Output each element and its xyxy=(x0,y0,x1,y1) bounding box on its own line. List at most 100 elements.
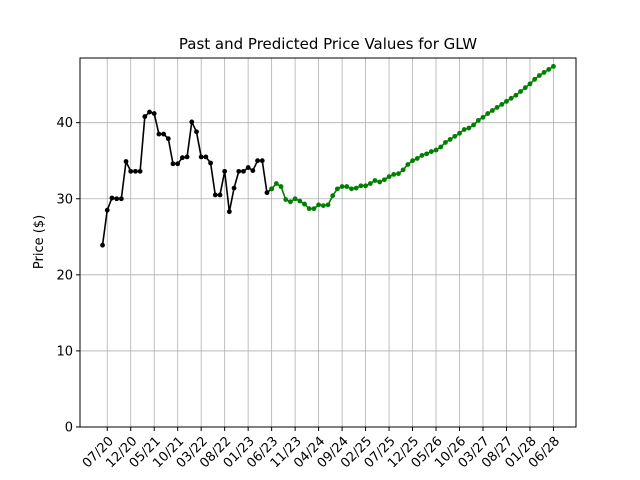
data-point xyxy=(273,181,279,186)
data-point xyxy=(165,136,171,142)
data-point xyxy=(461,127,467,132)
data-point xyxy=(513,92,519,98)
data-point xyxy=(377,179,383,185)
data-point xyxy=(424,151,430,157)
data-point xyxy=(518,89,523,94)
data-point xyxy=(208,160,213,166)
data-point xyxy=(433,147,439,153)
data-point xyxy=(452,133,458,139)
data-point xyxy=(142,114,148,119)
data-point xyxy=(104,207,110,213)
data-point xyxy=(447,137,453,142)
data-point xyxy=(184,154,190,160)
data-point xyxy=(306,206,312,212)
data-point xyxy=(311,206,317,212)
data-point xyxy=(123,159,129,164)
data-point xyxy=(194,129,199,135)
data-point xyxy=(358,183,364,189)
data-point xyxy=(443,140,448,145)
data-point xyxy=(466,125,472,131)
data-point xyxy=(118,196,124,202)
data-point xyxy=(391,172,397,177)
data-point xyxy=(504,98,509,104)
data-point xyxy=(522,85,528,91)
data-point xyxy=(527,81,533,87)
y-tick-label: 30 xyxy=(56,192,73,207)
data-point xyxy=(241,168,246,174)
data-point xyxy=(410,158,415,164)
data-point xyxy=(147,109,152,115)
data-point xyxy=(330,193,336,199)
y-axis-label: Price ($) xyxy=(32,215,47,269)
data-point xyxy=(344,184,350,189)
data-point xyxy=(414,156,420,161)
data-point xyxy=(532,76,538,82)
data-point xyxy=(489,108,495,113)
data-point xyxy=(179,155,185,161)
data-point xyxy=(396,171,401,177)
data-point xyxy=(151,111,157,116)
data-point xyxy=(339,184,345,189)
data-point xyxy=(471,122,477,128)
data-point xyxy=(386,174,392,180)
data-point xyxy=(494,105,500,110)
data-point xyxy=(264,190,270,196)
data-point xyxy=(245,165,251,170)
data-point xyxy=(236,168,242,174)
data-point xyxy=(349,186,354,192)
data-point xyxy=(508,95,514,101)
data-point xyxy=(536,73,542,78)
data-point xyxy=(226,209,232,215)
data-point xyxy=(198,154,204,160)
plot-frame xyxy=(79,57,577,428)
data-point xyxy=(353,185,359,191)
data-point xyxy=(170,161,176,167)
data-point xyxy=(475,117,481,123)
data-point xyxy=(405,162,411,167)
data-point xyxy=(546,67,552,72)
data-point xyxy=(156,131,162,137)
data-point xyxy=(217,192,223,198)
data-point xyxy=(222,168,228,174)
y-tick-label: 20 xyxy=(56,268,73,283)
y-tick-label: 10 xyxy=(56,344,73,359)
data-point xyxy=(485,111,491,116)
data-point xyxy=(499,102,505,107)
data-point xyxy=(212,192,218,198)
data-point xyxy=(278,184,284,189)
data-point xyxy=(114,196,120,202)
data-point xyxy=(189,119,195,125)
y-tick-label: 0 xyxy=(65,421,73,436)
data-point xyxy=(334,186,340,192)
data-point xyxy=(133,168,138,174)
data-point xyxy=(363,183,368,189)
data-point xyxy=(320,203,326,209)
data-point xyxy=(203,154,209,160)
data-point xyxy=(137,168,143,174)
data-point xyxy=(551,63,556,69)
data-point xyxy=(297,198,303,204)
data-point xyxy=(100,242,105,248)
data-point xyxy=(316,202,322,208)
data-point xyxy=(250,168,256,174)
y-tick-label: 40 xyxy=(56,116,73,131)
data-point xyxy=(541,70,547,75)
data-point xyxy=(372,178,378,183)
data-point xyxy=(283,197,289,202)
data-point xyxy=(367,181,373,186)
data-point xyxy=(419,152,425,158)
data-point xyxy=(381,177,387,183)
data-point xyxy=(161,131,167,137)
data-point xyxy=(255,158,260,164)
data-point xyxy=(269,186,275,192)
data-point xyxy=(480,114,486,120)
chart-title: Past and Predicted Price Values for GLW xyxy=(179,35,477,53)
data-point xyxy=(288,199,293,205)
data-point xyxy=(325,202,331,208)
data-point xyxy=(438,144,444,150)
data-point xyxy=(231,185,237,191)
data-point xyxy=(175,161,181,167)
data-point xyxy=(128,168,134,174)
